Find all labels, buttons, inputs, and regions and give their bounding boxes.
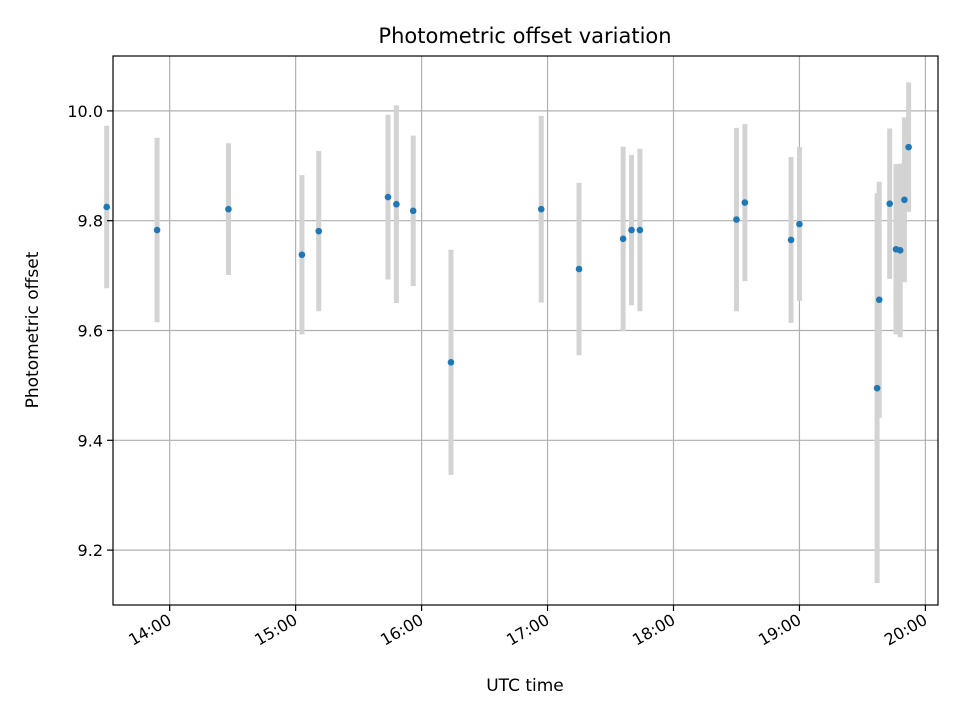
y-tick-label: 9.6 — [78, 322, 103, 341]
data-point — [875, 296, 883, 304]
data-point — [619, 235, 627, 243]
y-tick-label: 10.0 — [67, 102, 103, 121]
y-tick-label: 9.2 — [78, 541, 103, 560]
data-point — [628, 226, 635, 234]
data-point — [103, 203, 111, 211]
data-point — [886, 200, 894, 207]
data-point — [796, 220, 803, 228]
data-point — [384, 193, 392, 201]
data-point — [636, 226, 644, 234]
data-point — [741, 199, 749, 206]
data-point — [873, 384, 881, 392]
data-point — [901, 196, 908, 204]
data-point — [896, 247, 904, 254]
data-point — [787, 236, 795, 244]
data-point — [575, 265, 583, 273]
data-point — [298, 251, 306, 259]
data-point — [315, 227, 323, 235]
data-point — [409, 207, 417, 215]
y-tick-label: 9.8 — [78, 212, 103, 231]
data-point — [733, 216, 740, 223]
y-tick-label: 9.4 — [78, 431, 103, 450]
data-points — [103, 143, 912, 392]
data-point — [153, 226, 161, 234]
chart-title: Photometric offset variation — [378, 24, 671, 48]
y-axis-label: Photometric offset — [23, 251, 43, 408]
data-point — [393, 200, 400, 208]
x-axis-label: UTC time — [486, 676, 564, 696]
y-axis-ticks: 9.2 9.4 9.6 9.8 10.0 — [67, 102, 113, 560]
data-point — [447, 359, 455, 366]
data-point — [225, 205, 232, 213]
data-point — [537, 205, 545, 213]
data-point — [905, 143, 912, 151]
